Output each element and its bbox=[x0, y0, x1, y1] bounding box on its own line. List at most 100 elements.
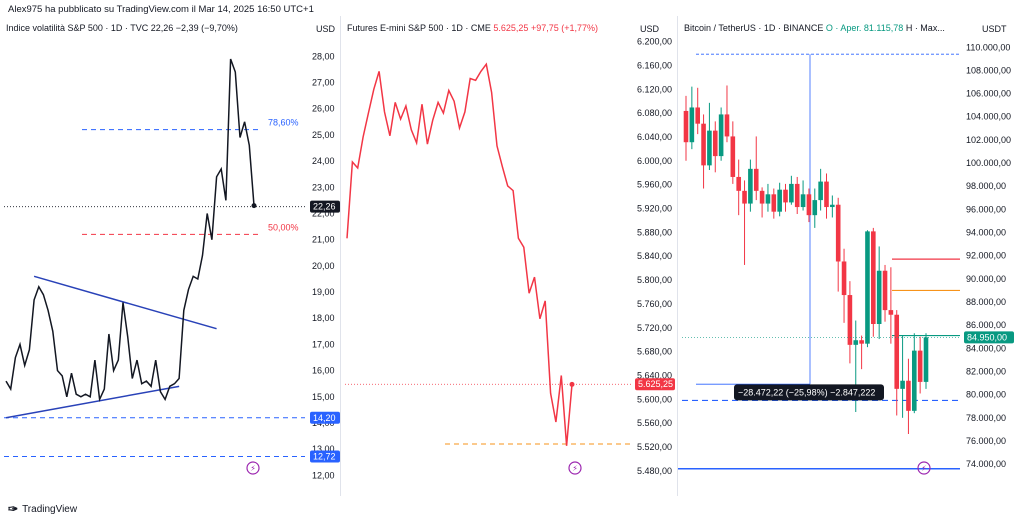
btc-candle-body bbox=[683, 110, 689, 143]
es-y-tick-label: 5.560,00 bbox=[637, 418, 672, 428]
btc-y-tick-label: 102.000,00 bbox=[966, 135, 1011, 145]
btc-y-tick-label: 94.000,00 bbox=[966, 228, 1006, 238]
btc-y-tick-label: 80.000,00 bbox=[966, 390, 1006, 400]
btc-ohlc: O · Aper. 81.115,78 bbox=[825, 23, 904, 33]
btc-candle-body bbox=[818, 181, 823, 201]
btc-candle-body bbox=[730, 136, 736, 177]
publisher-header: Alex975 ha pubblicato su TradingView.com… bbox=[8, 4, 314, 15]
btc-candle-body bbox=[783, 189, 788, 203]
vix-title-text: Indice volatilità S&P 500 · 1D · TVC bbox=[6, 23, 149, 33]
btc-candle-body bbox=[865, 231, 870, 344]
vix-y-tick-label: 12,00 bbox=[312, 470, 335, 480]
vix-chart-title: Indice volatilità S&P 500 · 1D · TVC 22,… bbox=[6, 23, 238, 33]
vix-chart-svg[interactable]: 12,0013,0014,0015,0016,0017,0018,0019,00… bbox=[0, 16, 340, 496]
es-event-icon bbox=[568, 461, 582, 475]
es-y-tick-label: 5.600,00 bbox=[637, 394, 672, 404]
btc-ohlc-tail: H · Max... bbox=[905, 23, 945, 33]
es-title-text: Futures E-mini S&P 500 · 1D · CME bbox=[347, 23, 491, 33]
vix-last-value: 22,26 bbox=[150, 23, 174, 33]
btc-y-tick-label: 100.000,00 bbox=[966, 158, 1011, 168]
btc-y-tick-label: 90.000,00 bbox=[966, 274, 1006, 284]
es-y-tick-label: 5.880,00 bbox=[637, 227, 672, 237]
btc-price-badge-text: 84.950,00 bbox=[967, 332, 1007, 342]
es-unit-label: USD bbox=[640, 24, 660, 34]
panel-divider bbox=[340, 16, 341, 496]
es-price-badge bbox=[635, 378, 675, 391]
btc-candle-body bbox=[888, 310, 894, 315]
btc-candle-body bbox=[882, 270, 888, 311]
vix-trendline bbox=[33, 275, 217, 330]
es-last-value: 5.625,25 bbox=[493, 23, 529, 33]
btc-candle-body bbox=[806, 194, 812, 216]
vix-price-badge-text: 22,26 bbox=[313, 202, 336, 212]
es-y-tick-label: 5.640,00 bbox=[637, 370, 672, 380]
btc-candle-body bbox=[718, 114, 724, 157]
btc-title-text: Bitcoin / TetherUS · 1D · BINANCE bbox=[684, 23, 824, 33]
btc-candle-body bbox=[759, 190, 765, 204]
btc-candle-body bbox=[847, 295, 853, 345]
vix-y-tick-label: 21,00 bbox=[312, 235, 335, 245]
btc-event-icon-glyph: ⚡ bbox=[921, 464, 927, 473]
btc-y-tick-label: 96.000,00 bbox=[966, 204, 1006, 214]
es-y-tick-label: 6.120,00 bbox=[637, 84, 672, 94]
es-y-tick-label: 5.520,00 bbox=[637, 442, 672, 452]
btc-candle-body bbox=[876, 270, 882, 324]
es-y-tick-label: 5.720,00 bbox=[637, 323, 672, 333]
es-change: +97,75 (+1,77%) bbox=[530, 23, 599, 33]
btc-candle-body bbox=[812, 200, 818, 216]
es-event-icon-glyph: ⚡ bbox=[572, 464, 578, 473]
vix-y-tick-label: 24,00 bbox=[312, 156, 335, 166]
btc-y-tick-label: 98.000,00 bbox=[966, 181, 1006, 191]
es-chart-panel[interactable]: 5.480,00 5.520,00 5.560,00 5.600,00 5.640,00… bbox=[341, 16, 677, 496]
btc-candle-body bbox=[724, 114, 730, 137]
btc-unit-label: USDT bbox=[982, 24, 1007, 34]
es-price-badge-text: 5.625,25 bbox=[638, 379, 673, 389]
btc-y-tick-label: 92.000,00 bbox=[966, 251, 1006, 261]
btc-y-tick-label: 74.000,00 bbox=[966, 459, 1006, 469]
es-last-point bbox=[569, 381, 575, 387]
vix-price-badge bbox=[310, 200, 340, 213]
vix-level-badge-text: 12,72 bbox=[313, 452, 336, 462]
es-chart-svg[interactable]: 5.480,00 5.520,00 5.560,00 5.600,00 5.640,00… bbox=[341, 16, 677, 496]
es-y-tick-label: 6.160,00 bbox=[637, 60, 672, 70]
btc-candle-body bbox=[742, 190, 747, 204]
vix-y-tick-label: 27,00 bbox=[312, 78, 335, 88]
vix-y-tick-label: 22,00 bbox=[312, 208, 335, 218]
btc-measure-label: −28.472,22 (−25,98%) −2.847,222 bbox=[738, 387, 875, 397]
btc-y-tick-label: 86.000,00 bbox=[966, 320, 1006, 330]
btc-chart-panel[interactable]: 74.000,00 76.000,00 78.000,00 80.000,00 82.0… bbox=[678, 16, 1024, 496]
vix-y-tick-label: 16,00 bbox=[312, 366, 335, 376]
btc-candle-body bbox=[911, 350, 917, 411]
btc-chart-title: Bitcoin / TetherUS · 1D · BINANCE O · Ap… bbox=[684, 23, 945, 33]
btc-candle-body bbox=[736, 176, 741, 191]
es-y-tick-label: 5.480,00 bbox=[637, 466, 672, 476]
vix-series-line bbox=[5, 58, 255, 403]
vix-y-tick-label: 23,00 bbox=[312, 182, 335, 192]
vix-last-point bbox=[251, 203, 257, 209]
tradingview-logo-icon: ✑ bbox=[8, 502, 19, 516]
btc-candle-body bbox=[917, 350, 923, 382]
vix-fib-label: 50,00% bbox=[268, 222, 299, 232]
vix-chart-panel[interactable]: 12,0013,0014,0015,0016,0017,0018,0019,00… bbox=[0, 16, 340, 496]
btc-y-tick-label: 82.000,00 bbox=[966, 366, 1006, 376]
btc-chart-svg[interactable]: 74.000,00 76.000,00 78.000,00 80.000,00 82.0… bbox=[678, 16, 1024, 496]
btc-candle-body bbox=[753, 168, 759, 191]
es-y-tick-label: 5.680,00 bbox=[637, 347, 672, 357]
vix-level-badge-text: 14,20 bbox=[313, 413, 336, 423]
vix-trendline bbox=[5, 385, 180, 419]
btc-y-tick-label: 104.000,00 bbox=[966, 112, 1011, 122]
btc-candle-body bbox=[794, 183, 800, 208]
btc-candle-body bbox=[835, 204, 841, 262]
btc-candle-body bbox=[824, 181, 829, 208]
btc-candle-body bbox=[771, 194, 777, 212]
btc-y-tick-label: 106.000,00 bbox=[966, 89, 1011, 99]
btc-y-tick-label: 110.000,00 bbox=[966, 42, 1010, 52]
vix-y-tick-label: 26,00 bbox=[312, 104, 335, 114]
btc-candle-body bbox=[853, 340, 859, 345]
btc-candle-body bbox=[701, 123, 706, 166]
vix-fib-label: 78,60% bbox=[268, 118, 299, 128]
btc-y-tick-label: 84.000,00 bbox=[966, 343, 1006, 353]
es-y-tick-label: 5.840,00 bbox=[637, 251, 672, 261]
vix-unit-label: USD bbox=[316, 24, 336, 34]
btc-candle-body bbox=[906, 380, 911, 411]
